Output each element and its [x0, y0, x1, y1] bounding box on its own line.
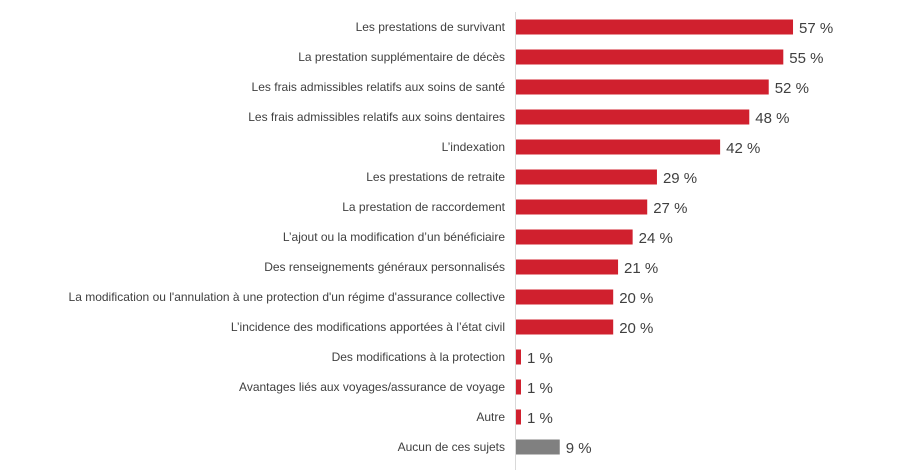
bar — [516, 379, 521, 395]
bar — [516, 409, 521, 425]
value-label: 57 % — [799, 20, 833, 37]
value-label: 9 % — [566, 440, 592, 457]
category-label: Les prestations de survivant — [356, 20, 506, 34]
category-label: La prestation supplémentaire de décès — [298, 50, 505, 64]
bar — [516, 199, 648, 215]
value-label: 1 % — [527, 350, 553, 367]
bar — [516, 319, 614, 335]
category-label: Autre — [476, 410, 505, 424]
value-label: 52 % — [775, 80, 809, 97]
category-label: La prestation de raccordement — [342, 200, 505, 214]
category-label: L’ajout ou la modification d’un bénéfici… — [283, 230, 505, 244]
value-label: 29 % — [663, 170, 697, 187]
value-label: 1 % — [527, 410, 553, 427]
category-label: Des renseignements généraux personnalisé… — [264, 260, 505, 274]
bar — [516, 169, 657, 185]
value-label: 20 % — [619, 320, 653, 337]
bar — [516, 139, 721, 155]
value-label: 24 % — [639, 230, 673, 247]
value-label: 21 % — [624, 260, 658, 277]
category-label: Les frais admissibles relatifs aux soins… — [252, 80, 506, 94]
category-label: L’indexation — [442, 140, 505, 154]
value-label: 1 % — [527, 380, 553, 397]
category-label: L’incidence des modifications apportées … — [231, 320, 505, 334]
bar — [516, 109, 750, 125]
category-label: Avantages liés aux voyages/assurance de … — [239, 380, 505, 394]
category-label: Les frais admissibles relatifs aux soins… — [248, 110, 505, 124]
value-label: 20 % — [619, 290, 653, 307]
value-label: 27 % — [653, 200, 687, 217]
bar — [516, 349, 521, 365]
category-label: Aucun de ces sujets — [398, 440, 505, 454]
category-label: La modification ou l'annulation à une pr… — [69, 290, 506, 304]
category-label: Les prestations de retraite — [366, 170, 505, 184]
bar — [516, 19, 794, 35]
value-label: 55 % — [789, 50, 823, 67]
bar — [516, 79, 769, 95]
bar — [516, 259, 619, 275]
value-label: 48 % — [755, 110, 789, 127]
bar — [516, 229, 633, 245]
bar — [516, 49, 784, 65]
bar — [516, 439, 560, 455]
value-label: 42 % — [726, 140, 760, 157]
bar — [516, 289, 614, 305]
category-label: Des modifications à la protection — [332, 350, 505, 364]
